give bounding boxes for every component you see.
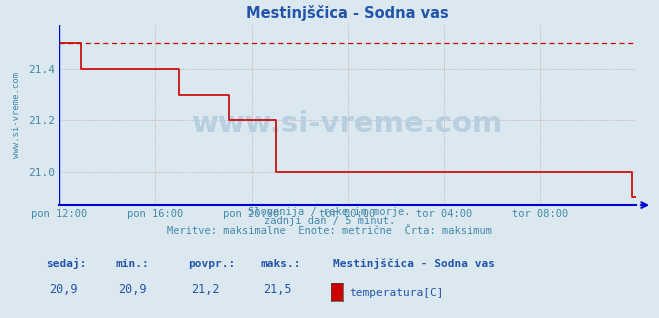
Text: zadnji dan / 5 minut.: zadnji dan / 5 minut. bbox=[264, 216, 395, 226]
Text: maks.:: maks.: bbox=[260, 259, 301, 269]
Text: min.:: min.: bbox=[115, 259, 149, 269]
Text: 21,5: 21,5 bbox=[264, 283, 292, 295]
Text: 20,9: 20,9 bbox=[119, 283, 147, 295]
Text: www.si-vreme.com: www.si-vreme.com bbox=[12, 72, 20, 158]
Text: 20,9: 20,9 bbox=[49, 283, 78, 295]
Text: povpr.:: povpr.: bbox=[188, 259, 235, 269]
Text: temperatura[C]: temperatura[C] bbox=[349, 287, 444, 298]
Text: www.si-vreme.com: www.si-vreme.com bbox=[192, 110, 503, 138]
Text: Meritve: maksimalne  Enote: metrične  Črta: maksimum: Meritve: maksimalne Enote: metrične Črta… bbox=[167, 226, 492, 236]
Text: Mestinjščica - Sodna vas: Mestinjščica - Sodna vas bbox=[333, 258, 495, 269]
Title: Mestinjščica - Sodna vas: Mestinjščica - Sodna vas bbox=[246, 5, 449, 22]
Text: 21,2: 21,2 bbox=[191, 283, 219, 295]
Text: Slovenija / reke in morje.: Slovenija / reke in morje. bbox=[248, 207, 411, 217]
Text: sedaj:: sedaj: bbox=[46, 258, 86, 269]
